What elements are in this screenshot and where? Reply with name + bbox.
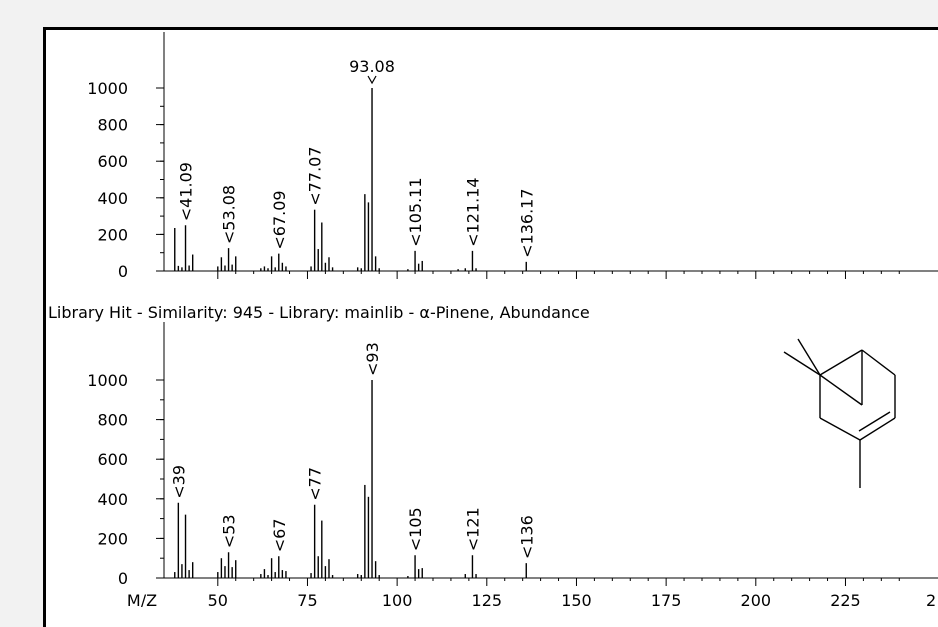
y-tick-label: 200 (97, 529, 128, 548)
x-tick-label: 75 (297, 591, 317, 607)
library-spectrum-panel: 0 200 400 600 800 1000 50 75 100 125 150 175 200 225 M… (87, 322, 938, 607)
peak-label: <41.09 (177, 162, 196, 221)
y-tick-label: 0 (118, 262, 128, 281)
peak-label: <105.11 (406, 177, 425, 246)
peak-label: 93.08 (349, 57, 395, 76)
structure-methyl-bond (797, 338, 821, 376)
peak-label: <77 (306, 467, 325, 501)
peak-label: <77.07 (306, 146, 325, 205)
x-tick-label: 175 (651, 591, 682, 607)
peak-label: <67.09 (270, 190, 289, 249)
x-tick-label: 50 (208, 591, 228, 607)
peak-label: <136 (517, 515, 536, 559)
structure-bond (819, 349, 863, 376)
x-axis-label: M/Z (127, 591, 157, 607)
x-tick-label: 225 (830, 591, 861, 607)
peak-marker (367, 75, 377, 85)
library-hit-header: Library Hit - Similarity: 945 - Library:… (48, 303, 590, 322)
structure-bond (859, 417, 896, 441)
peak-label: <67 (270, 518, 289, 552)
y-tick-label: 1000 (87, 79, 128, 98)
peak-label: <53.08 (220, 185, 239, 244)
peak-label: <136.17 (517, 188, 536, 257)
peak-label: <53 (220, 514, 239, 548)
y-tick-label: 1000 (87, 371, 128, 390)
x-tick-label: 150 (561, 591, 592, 607)
y-tick-label: 800 (97, 411, 128, 430)
structure-bridge-bond (819, 374, 863, 406)
peak-label: <93 (363, 342, 382, 376)
x-tick-label: 200 (741, 591, 772, 607)
structure-bond (861, 349, 896, 376)
y-tick-label: 600 (97, 450, 128, 469)
y-tick-label: 0 (118, 569, 128, 588)
y-tick-label: 200 (97, 225, 128, 244)
x-tick-label: 100 (382, 591, 413, 607)
y-tick-label: 400 (97, 490, 128, 509)
y-tick-label: 600 (97, 152, 128, 171)
structure-methyl-bond (783, 351, 821, 376)
sample-spectrum-panel: 0 200 400 600 800 1000 <41.09 <53.08 <67.09 <77.0… (87, 32, 938, 281)
peak-label: <121.14 (463, 177, 482, 246)
peak-label: <39 (169, 465, 188, 499)
peak-label: <105 (406, 507, 425, 551)
spectrum-frame (43, 27, 938, 627)
x-tick-label: 125 (472, 591, 503, 607)
x-tick-label: 2 (926, 591, 936, 607)
alpha-pinene-structure-drawing (783, 338, 896, 488)
structure-double-bond (858, 411, 891, 432)
y-tick-label: 400 (97, 189, 128, 208)
peak-label: <121 (463, 507, 482, 551)
y-tick-label: 800 (97, 116, 128, 135)
structure-bond (819, 417, 861, 441)
